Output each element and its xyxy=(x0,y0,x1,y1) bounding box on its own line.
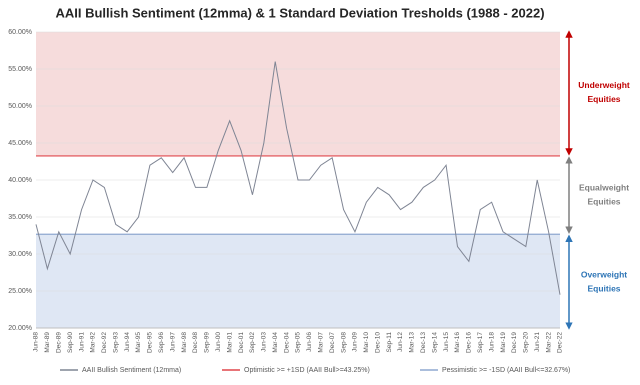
x-tick-label: Dec-19 xyxy=(511,332,518,353)
annotation-text: Underweight xyxy=(578,80,630,90)
x-tick-label: Mar-92 xyxy=(90,332,97,353)
x-tick-label: Mar-95 xyxy=(135,332,142,353)
x-tick-label: Mar-10 xyxy=(363,332,370,353)
x-tick-label: Sep-20 xyxy=(523,332,530,353)
y-tick-label: 50.00% xyxy=(8,103,32,110)
x-tick-label: Jun-88 xyxy=(33,332,40,352)
legend-label: Pessimistic >= -1SD (AAII Bull<=32.67%) xyxy=(442,367,570,374)
x-tick-label: Jun-06 xyxy=(306,332,313,352)
x-tick-label: Sep-05 xyxy=(295,332,302,353)
annotation-text: Equalweight xyxy=(579,182,629,192)
x-tick-label: Mar-04 xyxy=(272,332,279,353)
series-line xyxy=(35,61,561,295)
x-tick-label: Dec-04 xyxy=(283,332,290,353)
x-tick-label: Jun-91 xyxy=(78,332,85,352)
x-tick-label: Dec-98 xyxy=(192,332,199,353)
x-tick-label: Mar-89 xyxy=(44,332,51,353)
y-tick-label: 30.00% xyxy=(8,251,32,258)
x-tick-label: Dec-10 xyxy=(374,332,381,353)
x-tick-label: Jun-18 xyxy=(488,332,495,352)
x-tick-label: Jun-21 xyxy=(534,332,541,352)
y-tick-label: 60.00% xyxy=(8,29,32,36)
chart-title: AAII Bullish Sentiment (12mma) & 1 Stand… xyxy=(55,5,544,20)
x-tick-label: Dec-92 xyxy=(101,332,108,353)
overweight-band xyxy=(36,32,560,156)
x-tick-label: Jun-94 xyxy=(124,332,131,352)
legend-label: AAII Bullish Sentiment (12mma) xyxy=(82,367,181,374)
x-tick-label: Mar-98 xyxy=(181,332,188,353)
x-tick-label: Jun-12 xyxy=(397,332,404,352)
y-tick-label: 45.00% xyxy=(8,140,32,147)
x-tick-label: Mar-19 xyxy=(500,332,507,353)
legend-label: Optimistic >= +1SD (AAII Bull>=43.25%) xyxy=(244,367,370,374)
x-tick-label: Dec-13 xyxy=(420,332,427,353)
x-tick-label: Sep-11 xyxy=(386,332,393,353)
x-tick-label: Dec-07 xyxy=(329,332,336,353)
x-tick-label: Sep-08 xyxy=(340,332,347,353)
annotation-text: Equities xyxy=(587,283,620,293)
x-tick-label: Dec-01 xyxy=(238,332,245,353)
x-tick-label: Sep-17 xyxy=(477,332,484,353)
y-tick-label: 25.00% xyxy=(8,288,32,295)
y-tick-label: 40.00% xyxy=(8,177,32,184)
x-tick-label: Dec-16 xyxy=(466,332,473,353)
x-tick-label: Sep-02 xyxy=(249,332,256,353)
x-tick-label: Mar-01 xyxy=(226,332,233,353)
x-tick-label: Sep-96 xyxy=(158,332,165,353)
x-tick-label: Jun-09 xyxy=(352,332,359,352)
x-tick-label: Sep-14 xyxy=(431,332,438,353)
x-tick-label: Mar-22 xyxy=(545,332,552,353)
x-tick-label: Jun-03 xyxy=(261,332,268,352)
x-tick-label: Dec-95 xyxy=(147,332,154,353)
x-tick-label: Sep-90 xyxy=(67,332,74,353)
y-tick-label: 55.00% xyxy=(8,66,32,73)
x-tick-label: Mar-07 xyxy=(318,332,325,353)
x-tick-label: Sep-99 xyxy=(204,332,211,353)
annotation-text: Overweight xyxy=(581,269,627,279)
y-tick-label: 20.00% xyxy=(8,325,32,332)
x-tick-label: Mar-16 xyxy=(454,332,461,353)
annotation-text: Equities xyxy=(587,94,620,104)
x-tick-label: Dec-89 xyxy=(56,332,63,353)
x-tick-label: Jun-97 xyxy=(169,332,176,352)
underweight-band xyxy=(36,234,560,328)
y-tick-label: 35.00% xyxy=(8,214,32,221)
x-tick-label: Sep-93 xyxy=(112,332,119,353)
x-tick-label: Mar-13 xyxy=(409,332,416,353)
x-tick-label: Dec-22 xyxy=(557,332,564,353)
x-tick-label: Jun-00 xyxy=(215,332,222,352)
x-tick-label: Jun-15 xyxy=(443,332,450,352)
annotation-text: Equities xyxy=(587,196,620,206)
